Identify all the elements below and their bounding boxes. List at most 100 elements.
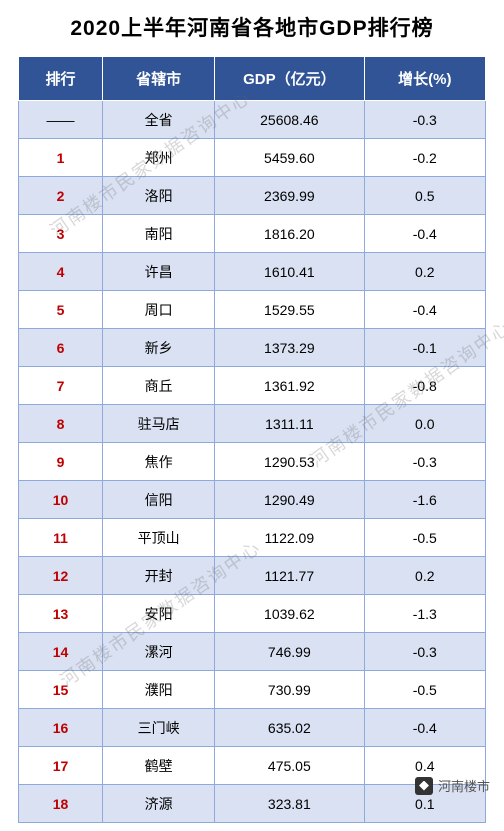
- cell-growth: 0.0: [364, 405, 485, 443]
- cell-rank: 18: [19, 785, 103, 823]
- table-row: 1郑州5459.60-0.2: [19, 139, 486, 177]
- cell-gdp: 2369.99: [215, 177, 364, 215]
- cell-rank: 7: [19, 367, 103, 405]
- cell-gdp: 1121.77: [215, 557, 364, 595]
- cell-city: 周口: [103, 291, 215, 329]
- cell-rank: 12: [19, 557, 103, 595]
- cell-city: 鹤壁: [103, 747, 215, 785]
- cell-growth: -0.3: [364, 633, 485, 671]
- cell-growth: 0.2: [364, 253, 485, 291]
- footer-brand-text: 河南楼市: [438, 776, 490, 795]
- cell-growth: -0.5: [364, 519, 485, 557]
- cell-rank: 2: [19, 177, 103, 215]
- cell-city: 濮阳: [103, 671, 215, 709]
- cell-city: 驻马店: [103, 405, 215, 443]
- cell-city: 济源: [103, 785, 215, 823]
- cell-city: 焦作: [103, 443, 215, 481]
- cell-rank: 17: [19, 747, 103, 785]
- cell-growth: -0.8: [364, 367, 485, 405]
- cell-rank: 16: [19, 709, 103, 747]
- cell-city: 商丘: [103, 367, 215, 405]
- cell-rank: 1: [19, 139, 103, 177]
- cell-growth: -0.3: [364, 101, 485, 139]
- cell-growth: -0.4: [364, 709, 485, 747]
- table-row: 13安阳1039.62-1.3: [19, 595, 486, 633]
- cell-city: 平顶山: [103, 519, 215, 557]
- cell-growth: -0.1: [364, 329, 485, 367]
- cell-city: 安阳: [103, 595, 215, 633]
- footer-logo-icon: [415, 777, 433, 795]
- cell-growth: -0.4: [364, 291, 485, 329]
- cell-growth: -0.5: [364, 671, 485, 709]
- table-row: 16三门峡635.02-0.4: [19, 709, 486, 747]
- cell-city: 郑州: [103, 139, 215, 177]
- cell-gdp: 1816.20: [215, 215, 364, 253]
- cell-gdp: 1373.29: [215, 329, 364, 367]
- cell-city: 许昌: [103, 253, 215, 291]
- header-rank: 排行: [19, 57, 103, 101]
- cell-city: 开封: [103, 557, 215, 595]
- table-row: ——全省25608.46-0.3: [19, 101, 486, 139]
- cell-city: 信阳: [103, 481, 215, 519]
- cell-gdp: 1039.62: [215, 595, 364, 633]
- cell-rank: ——: [19, 101, 103, 139]
- table-row: 4许昌1610.410.2: [19, 253, 486, 291]
- cell-city: 三门峡: [103, 709, 215, 747]
- cell-growth: 0.5: [364, 177, 485, 215]
- cell-rank: 8: [19, 405, 103, 443]
- header-growth: 增长(%): [364, 57, 485, 101]
- cell-rank: 6: [19, 329, 103, 367]
- page-container: 2020上半年河南省各地市GDP排行榜 排行 省辖市 GDP（亿元） 增长(%)…: [0, 0, 504, 831]
- table-row: 3南阳1816.20-0.4: [19, 215, 486, 253]
- table-row: 10信阳1290.49-1.6: [19, 481, 486, 519]
- cell-city: 新乡: [103, 329, 215, 367]
- gdp-ranking-table: 排行 省辖市 GDP（亿元） 增长(%) ——全省25608.46-0.31郑州…: [18, 56, 486, 823]
- header-gdp: GDP（亿元）: [215, 57, 364, 101]
- table-row: 7商丘1361.92-0.8: [19, 367, 486, 405]
- table-row: 14漯河746.99-0.3: [19, 633, 486, 671]
- cell-growth: -0.2: [364, 139, 485, 177]
- cell-gdp: 746.99: [215, 633, 364, 671]
- cell-gdp: 475.05: [215, 747, 364, 785]
- cell-rank: 14: [19, 633, 103, 671]
- cell-rank: 15: [19, 671, 103, 709]
- cell-growth: -0.4: [364, 215, 485, 253]
- cell-city: 全省: [103, 101, 215, 139]
- table-header: 排行 省辖市 GDP（亿元） 增长(%): [19, 57, 486, 101]
- cell-rank: 13: [19, 595, 103, 633]
- cell-gdp: 1311.11: [215, 405, 364, 443]
- cell-growth: 0.2: [364, 557, 485, 595]
- cell-rank: 10: [19, 481, 103, 519]
- footer: 河南楼市: [415, 776, 490, 795]
- table-row: 5周口1529.55-0.4: [19, 291, 486, 329]
- cell-gdp: 1290.53: [215, 443, 364, 481]
- page-title: 2020上半年河南省各地市GDP排行榜: [18, 12, 486, 42]
- table-row: 2洛阳2369.990.5: [19, 177, 486, 215]
- cell-gdp: 730.99: [215, 671, 364, 709]
- header-city: 省辖市: [103, 57, 215, 101]
- cell-growth: -1.3: [364, 595, 485, 633]
- cell-gdp: 1529.55: [215, 291, 364, 329]
- cell-growth: -0.3: [364, 443, 485, 481]
- cell-rank: 3: [19, 215, 103, 253]
- cell-gdp: 323.81: [215, 785, 364, 823]
- cell-rank: 9: [19, 443, 103, 481]
- cell-rank: 11: [19, 519, 103, 557]
- table-row: 8驻马店1311.110.0: [19, 405, 486, 443]
- cell-gdp: 25608.46: [215, 101, 364, 139]
- table-row: 9焦作1290.53-0.3: [19, 443, 486, 481]
- table-row: 11平顶山1122.09-0.5: [19, 519, 486, 557]
- cell-gdp: 1290.49: [215, 481, 364, 519]
- cell-city: 南阳: [103, 215, 215, 253]
- table-row: 12开封1121.770.2: [19, 557, 486, 595]
- table-body: ——全省25608.46-0.31郑州5459.60-0.22洛阳2369.99…: [19, 101, 486, 823]
- cell-gdp: 1610.41: [215, 253, 364, 291]
- cell-city: 洛阳: [103, 177, 215, 215]
- cell-city: 漯河: [103, 633, 215, 671]
- table-row: 15濮阳730.99-0.5: [19, 671, 486, 709]
- cell-gdp: 5459.60: [215, 139, 364, 177]
- table-row: 6新乡1373.29-0.1: [19, 329, 486, 367]
- cell-growth: -1.6: [364, 481, 485, 519]
- cell-gdp: 1361.92: [215, 367, 364, 405]
- cell-gdp: 635.02: [215, 709, 364, 747]
